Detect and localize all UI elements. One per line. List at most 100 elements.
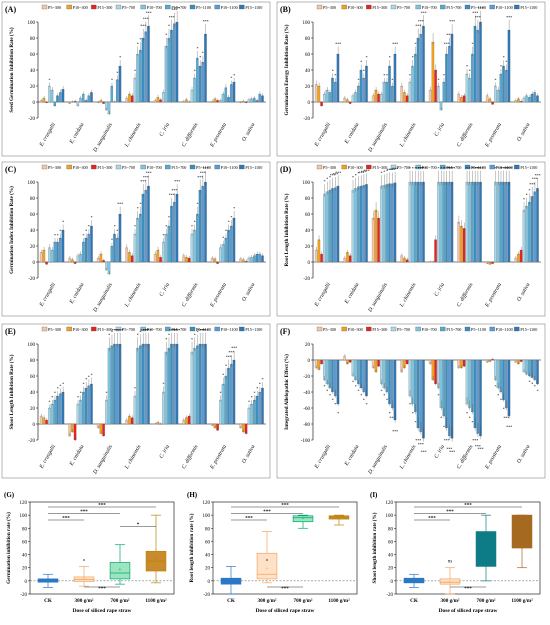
sig-mark: ***	[478, 447, 484, 452]
y-tick-label: 80	[205, 527, 211, 532]
y-tick-label: -20	[303, 117, 310, 122]
bar	[82, 94, 84, 102]
x-tick-label: L. chinensis	[123, 282, 142, 309]
sig-mark: *	[326, 177, 328, 182]
bar	[437, 182, 439, 262]
y-tick-label: 120	[20, 501, 28, 506]
sig-mark: *	[332, 397, 334, 402]
x-tick-label: O. sativa	[516, 122, 531, 143]
bar	[489, 99, 491, 102]
legend-label: P5~700	[122, 327, 135, 332]
sig-mark: *	[360, 60, 362, 65]
bar	[183, 420, 185, 424]
bar	[79, 254, 81, 262]
sig-mark: ***	[444, 438, 450, 443]
sig-label-bottom: ***	[464, 587, 472, 592]
bar	[69, 102, 71, 104]
bar	[346, 100, 348, 102]
bar	[131, 96, 133, 102]
bar	[214, 99, 216, 102]
legend-label: P5~300	[48, 5, 61, 10]
bar	[157, 97, 159, 102]
bar	[463, 228, 465, 262]
bar	[363, 185, 365, 262]
sig-mark: *	[230, 76, 232, 81]
bar	[502, 182, 504, 262]
y-axis-label: Shoot length inhibition rate (%)	[371, 512, 378, 583]
bar	[440, 102, 442, 110]
bar	[320, 254, 322, 262]
bar	[386, 184, 388, 262]
bar	[126, 420, 128, 424]
bar	[523, 360, 525, 372]
bar	[534, 192, 536, 262]
sig-mark: ***	[392, 167, 398, 172]
sig-mark: ***	[169, 15, 175, 20]
legend-label: P5~700	[397, 327, 410, 332]
x-tick-label: D. sanguinalis	[92, 282, 114, 314]
x-tick-label: C. difformis	[455, 444, 474, 471]
bar	[432, 360, 434, 380]
sig-mark: *	[134, 69, 136, 74]
bar	[142, 38, 144, 102]
sig-mark: ***	[203, 19, 209, 24]
bar	[134, 234, 136, 262]
bar	[329, 92, 331, 102]
bar	[102, 102, 104, 104]
y-tick-label: -20	[386, 593, 393, 598]
x-tick-label: 1100 g/m²	[145, 598, 167, 604]
bar	[176, 344, 178, 424]
sig-mark: *	[412, 55, 414, 60]
x-tick-label: CK	[227, 598, 235, 604]
legend-swatch	[416, 327, 421, 331]
bar	[199, 66, 201, 102]
bar	[147, 186, 149, 262]
sig-mark: *	[329, 393, 331, 398]
y-tick-label: -20	[303, 277, 310, 282]
legend-label: P10~700	[422, 327, 437, 332]
bar	[253, 400, 255, 424]
bar	[100, 424, 102, 434]
bar	[170, 30, 172, 102]
sig-mark: *	[199, 55, 201, 60]
bar	[352, 360, 354, 376]
bar	[354, 360, 356, 380]
sig-mark: *	[352, 175, 354, 180]
legend-label: P10~300	[348, 5, 363, 10]
legend-swatch	[465, 5, 470, 9]
bar	[323, 194, 325, 262]
sig-mark: *	[363, 69, 365, 74]
bar	[240, 102, 242, 103]
bar	[334, 360, 336, 396]
y-tick-label: -40	[303, 391, 310, 396]
x-tick-label: L. chinensis	[398, 444, 417, 471]
y-tick-label: 0	[33, 261, 36, 266]
x-tick-label: D. sanguinalis	[367, 122, 389, 154]
bar	[185, 100, 187, 102]
sig-mark: *	[409, 73, 411, 78]
bar	[451, 34, 453, 102]
bar	[365, 184, 367, 262]
sig-mark: ***	[203, 328, 209, 333]
bar	[45, 420, 47, 424]
sig-mark: *	[357, 388, 359, 393]
sig-mark: *	[466, 166, 468, 171]
x-tick-label: E. crusgalli	[313, 444, 332, 471]
sig-mark: ***	[171, 188, 177, 193]
bar	[242, 260, 244, 262]
bar	[261, 96, 263, 102]
bar	[463, 360, 465, 366]
bar	[344, 356, 346, 360]
bar	[105, 400, 107, 424]
legend-label: P5~1100	[196, 5, 211, 10]
y-axis-label: Shoot Length Inhibition Rate (%)	[8, 354, 15, 429]
bar	[380, 360, 382, 384]
bar	[256, 254, 258, 262]
bar	[349, 256, 351, 262]
bar	[505, 70, 507, 102]
sig-mark: *	[440, 415, 442, 420]
bar	[119, 214, 121, 262]
bar	[486, 96, 488, 102]
x-tick-label: L. chinensis	[398, 282, 417, 309]
